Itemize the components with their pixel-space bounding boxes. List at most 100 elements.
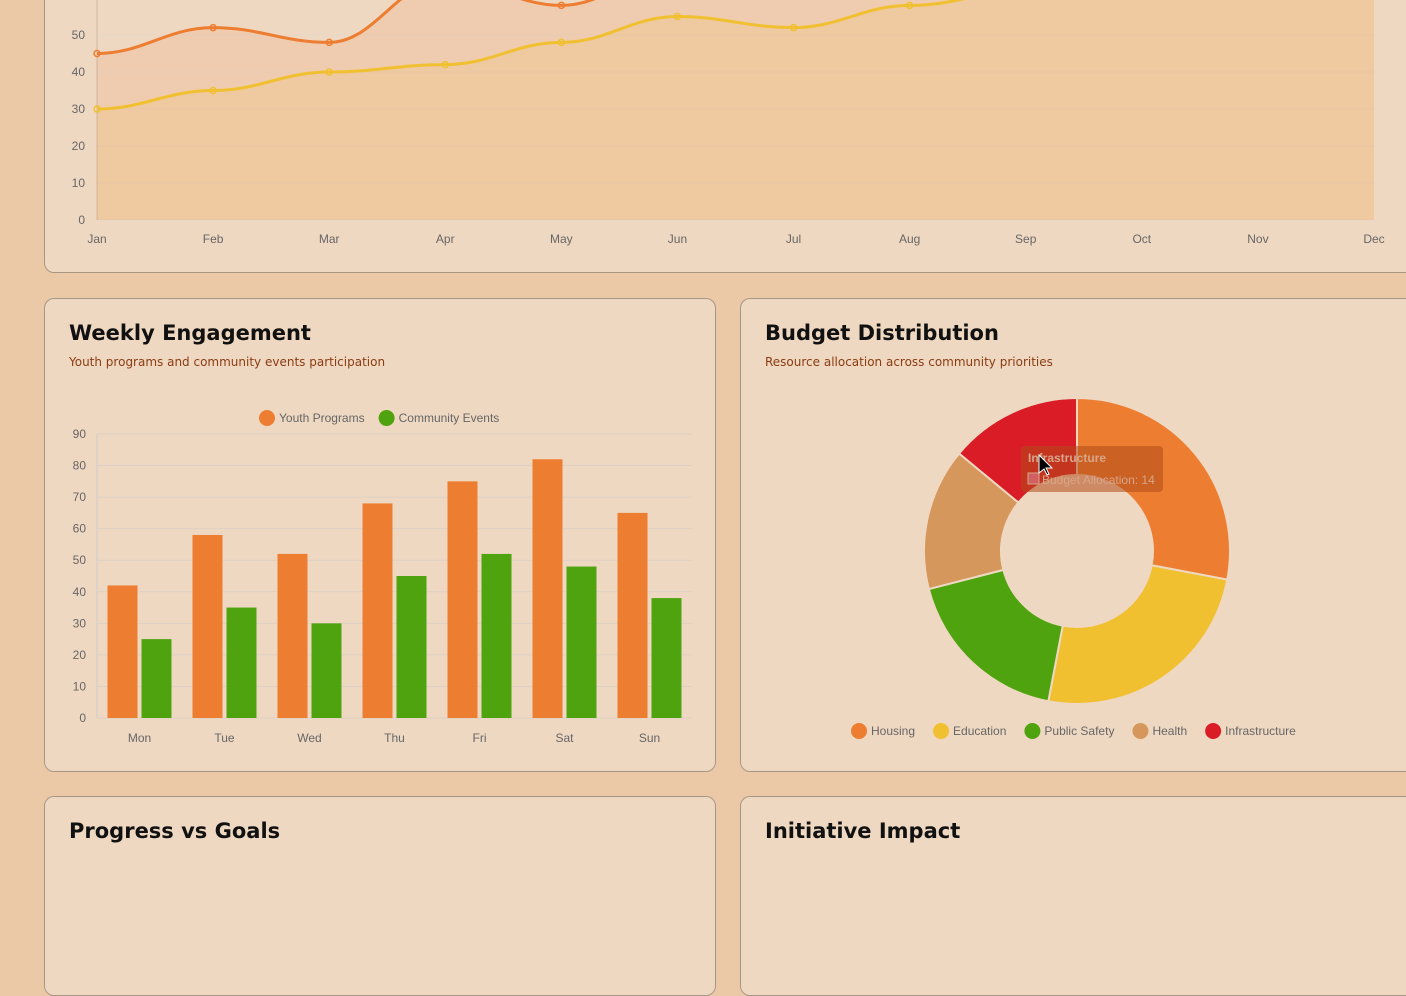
data-point	[93, 105, 101, 113]
data-point	[325, 38, 333, 47]
doughnut-slice	[927, 568, 1064, 703]
x-tick-label: Tue	[214, 731, 235, 745]
trend-card: 0 10 20 30 40 50 Jan Feb Mar Apr May Jun Jul Aug Sep Oc…	[44, 0, 1406, 273]
y-tick-label: 50	[72, 28, 86, 42]
legend-label: Public Safety	[1044, 724, 1114, 738]
x-tick-label: Jan	[87, 232, 106, 246]
y-tick-label: 50	[73, 553, 87, 567]
legend-marker	[259, 410, 275, 426]
series-area	[97, 0, 1374, 220]
doughnut-slice	[1047, 564, 1229, 705]
tooltip-body: Budget Allocation: 14	[1042, 473, 1155, 487]
y-tick-label: 0	[79, 711, 86, 725]
legend-marker	[1024, 723, 1041, 739]
data-point	[209, 23, 217, 32]
card-subtitle: Resource allocation across community pri…	[765, 355, 1053, 369]
x-tick-label: Oct	[1132, 232, 1151, 246]
line-chart: 0 10 20 30 40 50 Jan Feb Mar Apr May Jun Jul Aug Sep Oc…	[72, 0, 1385, 246]
x-tick-label: Sep	[1015, 232, 1037, 246]
series-line	[96, 0, 596, 55]
legend-label: Infrastructure	[1225, 724, 1296, 738]
y-tick-label: 0	[78, 213, 85, 227]
legend-marker	[378, 410, 395, 426]
cursor-icon	[1038, 453, 1054, 476]
bar	[532, 459, 563, 718]
bar	[192, 534, 223, 718]
x-tick-label: Jun	[668, 232, 687, 246]
data-point	[325, 68, 333, 76]
y-tick-label: 10	[73, 679, 87, 693]
impact-card: Initiative Impact	[740, 796, 1406, 996]
legend-label: Youth Programs	[279, 411, 365, 425]
x-tick-label: Thu	[384, 731, 405, 745]
x-tick-label: Dec	[1363, 232, 1384, 246]
data-point	[93, 49, 101, 58]
x-tick-label: May	[550, 232, 573, 246]
y-tick-label: 20	[72, 139, 86, 153]
bar	[617, 512, 648, 718]
bar	[107, 585, 138, 718]
bar	[141, 639, 172, 718]
y-tick-label: 40	[73, 585, 87, 599]
data-point	[441, 60, 450, 69]
bar	[481, 553, 512, 718]
y-tick-label: 70	[73, 490, 87, 504]
tooltip-swatch	[1027, 472, 1040, 485]
x-tick-label: Nov	[1247, 232, 1268, 246]
y-tick-label: 30	[72, 102, 86, 116]
x-tick-label: Sun	[639, 731, 660, 745]
card-subtitle: Youth programs and community events part…	[69, 355, 386, 369]
x-tick-label: Wed	[297, 731, 321, 745]
legend-marker	[1132, 723, 1149, 739]
weekly-engagement-card: Weekly Engagement Youth programs and com…	[44, 298, 716, 772]
x-tick-label: Feb	[203, 232, 224, 246]
bar	[277, 553, 308, 718]
y-tick-label: 30	[73, 616, 87, 630]
card-title: Initiative Impact	[765, 819, 961, 843]
x-tick-label: Mon	[128, 731, 151, 745]
data-point	[789, 23, 798, 32]
y-tick-label: 80	[73, 459, 87, 473]
progress-card: Progress vs Goals	[44, 796, 716, 996]
x-tick-label: Aug	[899, 232, 920, 246]
data-point	[557, 38, 566, 47]
tooltip	[1021, 446, 1163, 492]
legend-label: Housing	[871, 724, 915, 738]
x-tick-label: Apr	[436, 232, 455, 246]
data-point	[557, 1, 566, 10]
y-tick-label: 20	[73, 648, 87, 662]
legend-label: Education	[953, 724, 1006, 738]
y-tick-label: 60	[73, 522, 87, 536]
series-line	[96, 0, 966, 111]
card-title: Progress vs Goals	[69, 819, 281, 843]
bar	[311, 623, 342, 718]
bar	[566, 566, 597, 718]
bar	[447, 481, 478, 718]
x-tick-label: Mar	[319, 232, 340, 246]
card-title: Budget Distribution	[765, 321, 999, 345]
tooltip-title: Infrastructure	[1028, 451, 1106, 465]
bar	[362, 503, 393, 718]
x-tick-label: Jul	[786, 232, 801, 246]
x-tick-label: Fri	[473, 731, 487, 745]
x-tick-label: Sat	[555, 731, 574, 745]
bar	[651, 598, 682, 718]
budget-distribution-card: Budget Distribution Resource allocation …	[740, 298, 1406, 772]
legend-marker	[851, 723, 867, 739]
legend-label: Health	[1152, 724, 1187, 738]
data-point	[905, 1, 914, 10]
legend-marker	[1205, 723, 1222, 739]
data-point	[673, 12, 682, 21]
doughnut-chart: Infrastructure Budget Allocation: 14 Housi…	[851, 396, 1296, 739]
data-point	[209, 86, 217, 95]
legend-marker	[933, 723, 950, 739]
bar	[226, 607, 257, 718]
y-tick-label: 40	[72, 65, 86, 79]
legend-label: Community Events	[399, 411, 500, 425]
y-tick-label: 90	[73, 427, 87, 441]
y-tick-label: 10	[72, 176, 86, 190]
bar-chart: 0 10 20 30 40 50 60 70 80 90 Mon Tue Wed Thu Fri Sat Sun…	[73, 410, 692, 745]
series-area	[97, 0, 1374, 220]
card-title: Weekly Engagement	[69, 321, 311, 345]
bar	[396, 576, 427, 718]
